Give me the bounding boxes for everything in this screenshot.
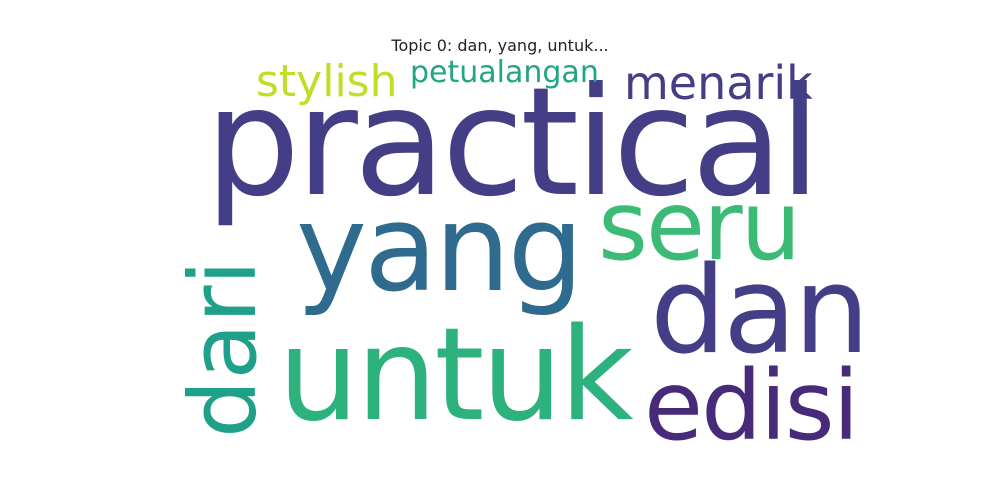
- word-menarik: menarik: [624, 56, 813, 110]
- word-seru: seru: [598, 170, 801, 282]
- word-dari: dari: [170, 259, 277, 438]
- word-dan: dan: [650, 242, 870, 381]
- word-yang: yang: [296, 180, 584, 319]
- word-edisi: edisi: [644, 350, 859, 462]
- word-petualangan: petualangan: [410, 55, 599, 90]
- word-untuk: untuk: [278, 301, 634, 450]
- word-practical: practical: [205, 56, 821, 230]
- figure-title: Topic 0: dan, yang, untuk...: [391, 36, 609, 55]
- word-stylish: stylish: [256, 56, 398, 107]
